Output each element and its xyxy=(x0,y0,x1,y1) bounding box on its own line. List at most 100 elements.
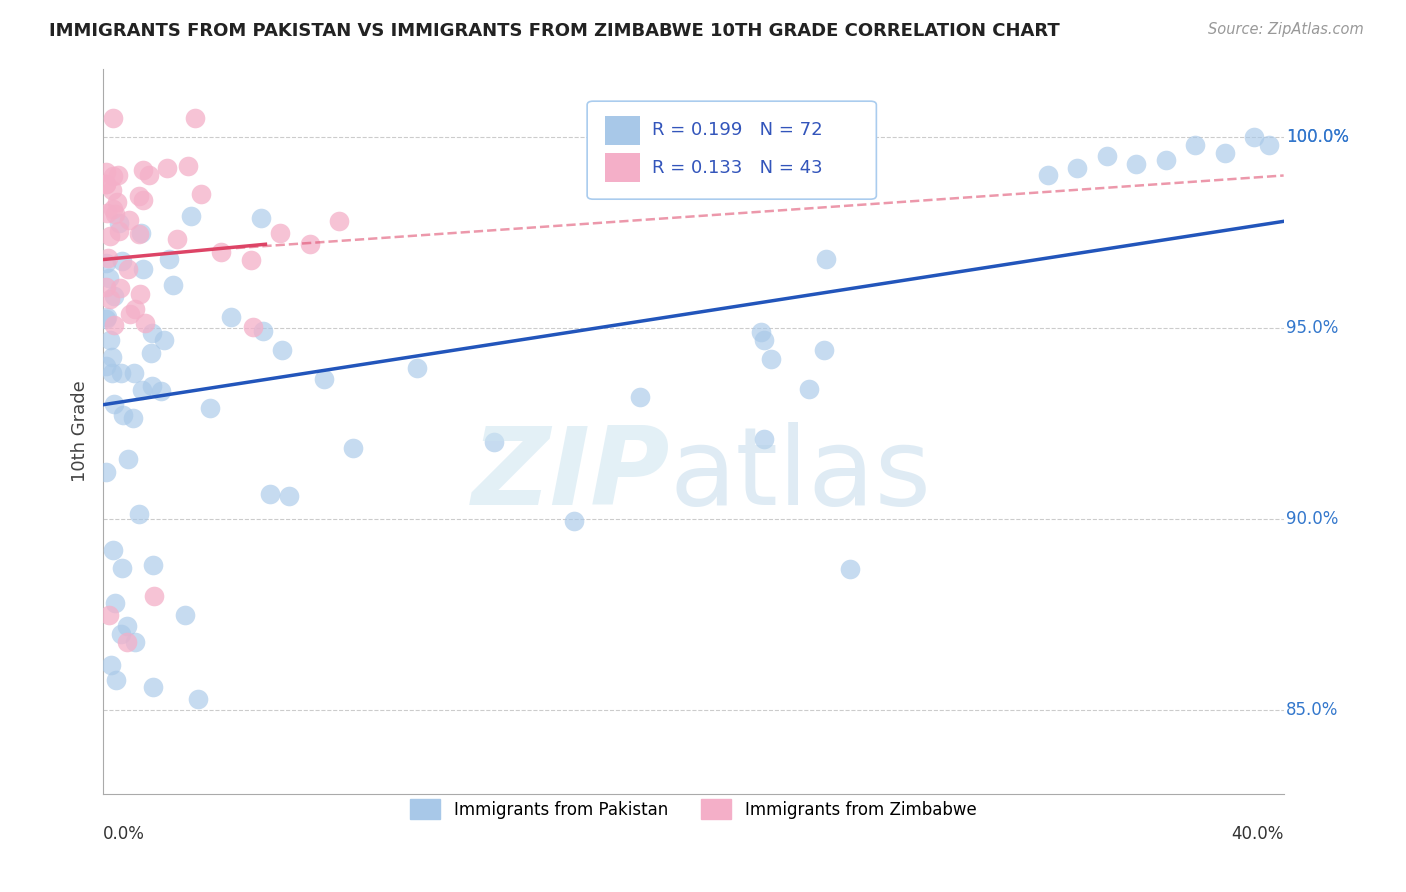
Point xyxy=(141,379,163,393)
Point xyxy=(94,164,117,178)
Point xyxy=(96,310,118,324)
Point xyxy=(94,178,117,192)
Point xyxy=(142,681,165,695)
Point xyxy=(100,292,122,306)
Point xyxy=(96,177,118,191)
Point xyxy=(1184,137,1206,152)
Point xyxy=(104,207,127,221)
Point xyxy=(815,252,838,267)
Point xyxy=(1257,137,1279,152)
Point xyxy=(278,489,301,503)
Point xyxy=(406,360,429,375)
Y-axis label: 10th Grade: 10th Grade xyxy=(72,381,89,483)
Point xyxy=(250,211,273,226)
Point xyxy=(128,188,150,202)
Point xyxy=(111,560,134,574)
Point xyxy=(752,333,775,347)
Point xyxy=(156,161,179,176)
Point xyxy=(117,213,139,227)
Point xyxy=(153,333,176,347)
Point xyxy=(839,562,862,576)
Point xyxy=(117,452,139,467)
Point xyxy=(103,318,125,332)
Point xyxy=(101,350,124,364)
Bar xyxy=(605,116,640,145)
Point xyxy=(94,359,117,373)
Point xyxy=(298,237,321,252)
Point xyxy=(134,316,156,330)
Point xyxy=(259,487,281,501)
Point xyxy=(183,111,205,125)
Point xyxy=(101,202,124,216)
Point xyxy=(97,271,120,285)
Point xyxy=(110,281,132,295)
Point xyxy=(141,326,163,340)
Point xyxy=(271,343,294,358)
Text: R = 0.199   N = 72: R = 0.199 N = 72 xyxy=(652,121,823,139)
Point xyxy=(104,596,127,610)
Point xyxy=(166,232,188,246)
Point xyxy=(128,287,150,301)
Point xyxy=(198,401,221,415)
Text: R = 0.133   N = 43: R = 0.133 N = 43 xyxy=(652,159,823,177)
Point xyxy=(269,226,291,240)
Point xyxy=(108,216,131,230)
Point xyxy=(122,411,145,425)
Point xyxy=(190,186,212,201)
Point xyxy=(1095,149,1118,163)
Point xyxy=(117,619,139,633)
Point xyxy=(1036,169,1059,183)
Point xyxy=(98,228,121,243)
Point xyxy=(562,514,585,528)
Point xyxy=(797,382,820,396)
Point xyxy=(124,634,146,648)
Text: IMMIGRANTS FROM PAKISTAN VS IMMIGRANTS FROM ZIMBABWE 10TH GRADE CORRELATION CHAR: IMMIGRANTS FROM PAKISTAN VS IMMIGRANTS F… xyxy=(49,22,1060,40)
Point xyxy=(482,435,505,450)
Point xyxy=(96,465,118,479)
Point xyxy=(142,589,165,603)
Point xyxy=(122,366,145,380)
Point xyxy=(101,111,124,125)
Point xyxy=(813,343,835,357)
Point xyxy=(312,372,335,386)
Point xyxy=(1066,161,1088,175)
Point xyxy=(209,244,232,259)
Point xyxy=(128,508,150,522)
Point xyxy=(94,280,117,294)
Text: 100.0%: 100.0% xyxy=(1286,128,1348,146)
Point xyxy=(177,159,200,173)
Point xyxy=(124,301,146,316)
Point xyxy=(1243,130,1265,145)
Point xyxy=(132,193,155,207)
Text: Source: ZipAtlas.com: Source: ZipAtlas.com xyxy=(1208,22,1364,37)
Point xyxy=(108,224,131,238)
Point xyxy=(115,634,138,648)
Point xyxy=(131,262,153,277)
Point xyxy=(128,227,150,242)
Point xyxy=(104,673,127,687)
FancyBboxPatch shape xyxy=(588,101,876,199)
Text: 90.0%: 90.0% xyxy=(1286,510,1339,528)
Text: 0.0%: 0.0% xyxy=(103,825,145,843)
Point xyxy=(101,169,124,183)
Point xyxy=(101,542,124,557)
Point xyxy=(96,206,118,220)
Point xyxy=(100,657,122,672)
Point xyxy=(342,442,364,456)
Point xyxy=(111,253,134,268)
Point xyxy=(94,256,117,270)
Point xyxy=(239,252,262,267)
Point xyxy=(1154,153,1177,168)
Point xyxy=(98,333,121,347)
Point xyxy=(142,558,165,573)
Point xyxy=(101,183,124,197)
Point xyxy=(97,251,120,265)
Point xyxy=(752,432,775,446)
Text: 40.0%: 40.0% xyxy=(1232,825,1284,843)
Point xyxy=(138,168,160,182)
Point xyxy=(103,397,125,411)
Bar xyxy=(605,153,640,183)
Point xyxy=(219,310,242,325)
Point xyxy=(749,325,772,339)
Point xyxy=(759,351,782,366)
